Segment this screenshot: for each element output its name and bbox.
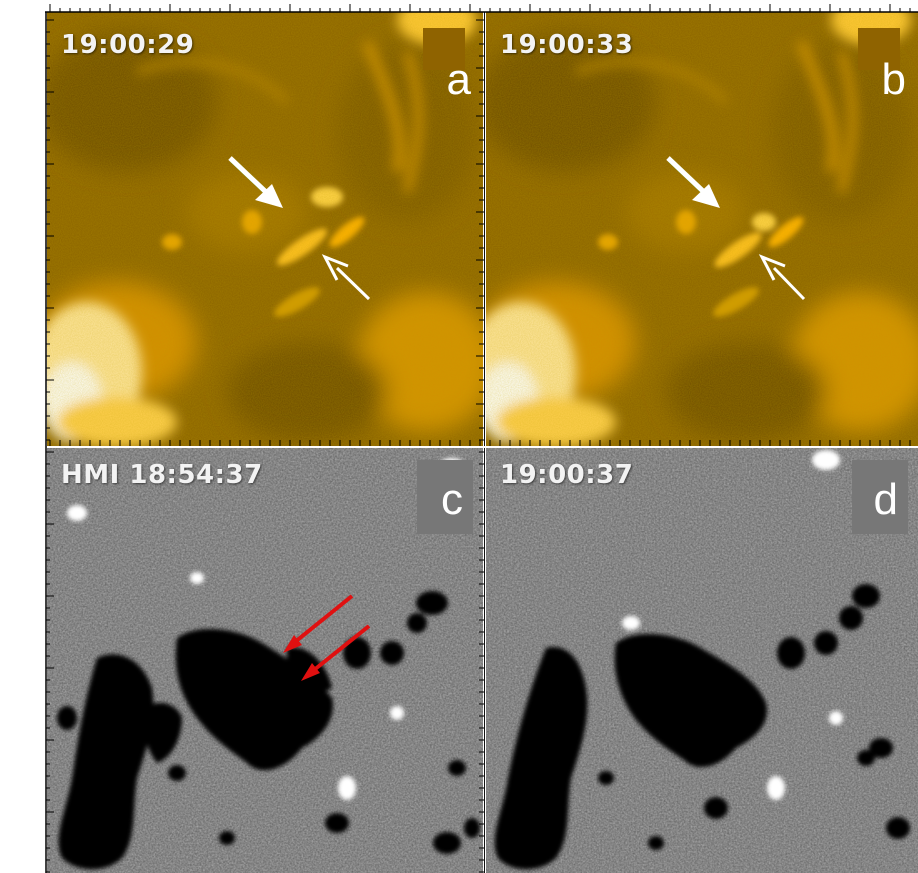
panel-c-timestamp: HMI 18:54:37: [61, 460, 263, 490]
panel-c-image: [47, 448, 483, 873]
panel-a-letter: a: [446, 55, 471, 104]
panel-d-label-box: [852, 460, 908, 534]
panel-b-label-box: [858, 28, 900, 70]
panel-d-image: [486, 448, 918, 873]
panel-b-timestamp: 19:00:33: [500, 30, 634, 60]
panel-b-image: [486, 12, 918, 448]
panel-d-magnetogram: 19:00:37 d: [486, 448, 918, 873]
arrow-group-c: [283, 594, 371, 681]
panel-b-euv-image: 19:00:33 b: [486, 12, 918, 448]
panel-d-timestamp: 19:00:37: [500, 460, 634, 490]
horizontal-separator: [45, 446, 918, 448]
vertical-frame-line: [484, 12, 485, 873]
panel-b-letter: b: [881, 55, 906, 104]
panel-c-label-box: [417, 460, 473, 534]
panel-c-magnetogram: HMI 18:54:37 c: [47, 448, 483, 873]
arrow-group-b: [666, 156, 806, 301]
panel-a-label-box: [423, 28, 465, 70]
arrow-group-a: [228, 156, 371, 301]
panel-a-timestamp: 19:00:29: [61, 30, 195, 60]
panel-c-letter: c: [441, 475, 463, 524]
panel-a-euv-image: 19:00:29 a: [47, 12, 483, 448]
panel-d-letter: d: [873, 475, 898, 524]
panel-a-image: [47, 12, 483, 448]
